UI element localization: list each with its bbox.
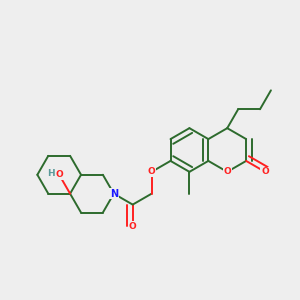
Text: O: O <box>261 167 269 176</box>
Text: O: O <box>148 167 155 176</box>
Text: O: O <box>224 167 231 176</box>
Text: N: N <box>110 189 118 199</box>
Text: O: O <box>55 170 63 179</box>
Text: H: H <box>47 169 55 178</box>
Text: O: O <box>129 222 136 231</box>
